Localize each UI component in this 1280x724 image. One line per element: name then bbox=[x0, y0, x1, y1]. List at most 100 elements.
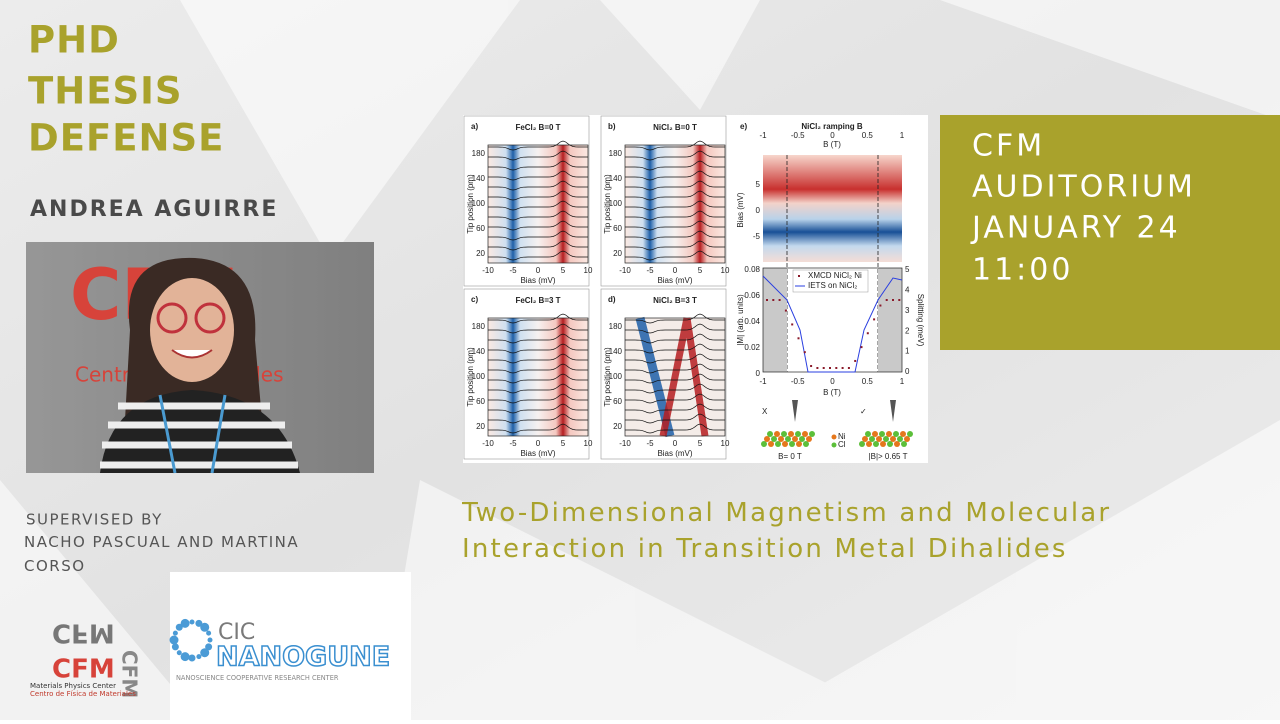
spectrum-curve bbox=[488, 383, 588, 394]
panel-label: e) bbox=[740, 122, 747, 131]
split-tick-label: 2 bbox=[905, 326, 910, 335]
spectrum-curve bbox=[625, 413, 725, 424]
spectrum-curve bbox=[488, 403, 588, 414]
thesis-title: Two-Dimensional Magnetism and Molecular … bbox=[462, 498, 1112, 564]
y-tick-label: 20 bbox=[613, 249, 622, 258]
y-tick-label: 60 bbox=[476, 224, 485, 233]
x-axis-label: Bias (mV) bbox=[657, 449, 692, 458]
y-tick-label: 60 bbox=[613, 397, 622, 406]
spectrum-curve bbox=[625, 210, 725, 221]
atom bbox=[865, 431, 871, 437]
spectrum-curve bbox=[488, 323, 588, 334]
atom bbox=[796, 441, 802, 447]
x-tick-label: -5 bbox=[646, 439, 654, 448]
y-tick-label: 20 bbox=[613, 422, 622, 431]
xmcd-point bbox=[772, 299, 775, 301]
bias-tick-label: -5 bbox=[753, 232, 761, 241]
spectrum-curve bbox=[488, 190, 588, 201]
atom-key bbox=[831, 442, 837, 448]
spectrum-curve bbox=[488, 150, 588, 161]
spectrum-curve bbox=[625, 200, 725, 211]
x-tick-label: 5 bbox=[561, 266, 566, 275]
title-line: DEFENSE bbox=[28, 117, 224, 160]
logo-dot bbox=[169, 635, 179, 645]
atom bbox=[872, 431, 878, 437]
atom bbox=[894, 441, 900, 447]
b-axis-label: B (T) bbox=[823, 388, 841, 397]
atom bbox=[897, 436, 903, 442]
x-tick-label: -5 bbox=[509, 266, 517, 275]
spectrum-curve bbox=[488, 160, 588, 171]
atom bbox=[887, 441, 893, 447]
nanogune-logo: CIC NANOGUNE NANOSCIENCE COOPERATIVE RES… bbox=[169, 572, 411, 720]
xmcd-point bbox=[797, 337, 800, 340]
spectrum-curve bbox=[625, 220, 725, 231]
spectrum-curve bbox=[625, 323, 725, 334]
x-tick-label: 10 bbox=[584, 266, 593, 275]
spectrum-curve bbox=[625, 373, 725, 384]
grey-region bbox=[763, 268, 787, 372]
x-axis-label: Bias (mV) bbox=[520, 276, 555, 285]
x-tick-label: 0 bbox=[673, 439, 678, 448]
y-axis-label: Tip position (pm) bbox=[603, 347, 612, 407]
spectrum-curve bbox=[625, 353, 725, 364]
logo-dot bbox=[200, 648, 210, 658]
spectrum-curve bbox=[488, 180, 588, 191]
atom bbox=[771, 436, 777, 442]
spectrum-curve bbox=[488, 393, 588, 404]
x-tick-label: -5 bbox=[646, 266, 654, 275]
x-tick-label: 0 bbox=[673, 266, 678, 275]
m-axis-label: |M| (arb. units) bbox=[736, 294, 745, 346]
legend-swatch bbox=[798, 275, 800, 277]
logo-dot bbox=[206, 630, 212, 636]
spectrum-curve bbox=[488, 423, 588, 434]
tip bbox=[890, 400, 896, 422]
title-line: THESIS bbox=[28, 70, 183, 113]
state-mark: ✓ bbox=[860, 407, 867, 416]
x-tick-label: -10 bbox=[619, 439, 631, 448]
supervisors: NACHO PASCUAL AND MARTINA CORSO bbox=[24, 533, 300, 575]
spectrum-curve bbox=[488, 170, 588, 181]
spectrum-curve bbox=[625, 363, 725, 374]
y-tick-label: 180 bbox=[609, 322, 623, 331]
logo-dot bbox=[172, 630, 178, 636]
x-tick-label: 5 bbox=[561, 439, 566, 448]
xmcd-point bbox=[766, 299, 768, 301]
logo-dot bbox=[171, 643, 179, 651]
spectrum-curve bbox=[488, 343, 588, 354]
panel-frame bbox=[463, 115, 590, 287]
logo-dot bbox=[196, 654, 202, 660]
nanogune-name: NANOGUNE bbox=[216, 642, 390, 673]
logo-dot bbox=[175, 623, 183, 631]
venue-box bbox=[940, 115, 1280, 350]
spectrum-curve bbox=[625, 180, 725, 191]
spectrum-curve bbox=[625, 383, 725, 394]
spectrum-curve bbox=[625, 160, 725, 171]
panel-frame bbox=[463, 288, 590, 460]
logo-dot bbox=[176, 650, 182, 656]
y-tick-label: 180 bbox=[472, 149, 486, 158]
xmcd-point bbox=[822, 367, 825, 369]
logo-dot bbox=[195, 619, 203, 627]
y-tick-label: 140 bbox=[472, 174, 486, 183]
panel-title: FeCl₂ B=3 T bbox=[515, 296, 560, 305]
atom bbox=[789, 441, 795, 447]
y-tick-label: 20 bbox=[476, 422, 485, 431]
atom bbox=[904, 436, 910, 442]
spectrum-curve bbox=[625, 403, 725, 414]
title-line: PHD bbox=[28, 19, 120, 62]
spectrum-curve bbox=[488, 353, 588, 364]
heatmap bbox=[763, 155, 902, 262]
b-tick-label: 0.5 bbox=[862, 377, 874, 386]
atom bbox=[873, 441, 879, 447]
atom bbox=[792, 436, 798, 442]
atom bbox=[803, 441, 809, 447]
plot-frame bbox=[624, 144, 726, 264]
xmcd-point bbox=[860, 346, 863, 349]
x-tick-label: 0 bbox=[536, 266, 541, 275]
nanogune-tagline: NANOSCIENCE COOPERATIVE RESEARCH CENTER bbox=[176, 674, 339, 682]
legend-entry: IETS on NiCl₂ bbox=[808, 281, 857, 290]
y-tick-label: 60 bbox=[613, 224, 622, 233]
xmcd-point bbox=[866, 332, 869, 335]
